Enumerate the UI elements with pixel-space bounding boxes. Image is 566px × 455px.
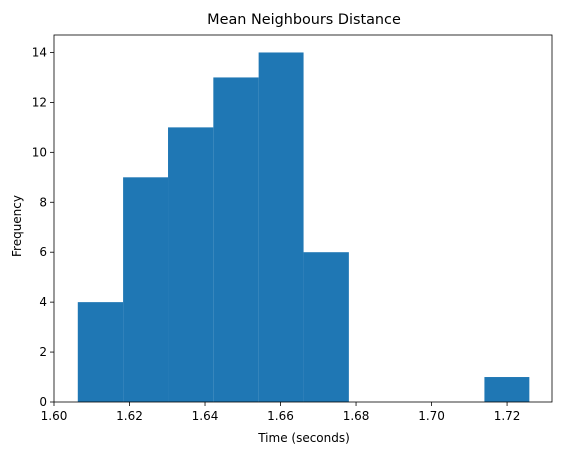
histogram-bar xyxy=(123,177,169,402)
x-tick-label: 1.60 xyxy=(41,409,68,423)
x-axis-label: Time (seconds) xyxy=(257,431,350,445)
y-tick-label: 4 xyxy=(39,295,47,309)
histogram-bar xyxy=(484,377,530,402)
y-tick-label: 12 xyxy=(32,95,47,109)
histogram-bar xyxy=(258,52,304,402)
x-tick-label: 1.64 xyxy=(192,409,219,423)
x-tick-label: 1.68 xyxy=(343,409,370,423)
x-tick-label: 1.62 xyxy=(116,409,143,423)
y-tick-label: 8 xyxy=(39,195,47,209)
y-tick-label: 6 xyxy=(39,245,47,259)
y-axis: 0 2 4 6 8 10 12 14 xyxy=(32,45,54,409)
histogram-bar xyxy=(77,302,124,402)
y-tick-label: 10 xyxy=(32,145,47,159)
x-tick-label: 1.66 xyxy=(267,409,294,423)
x-tick-label: 1.70 xyxy=(418,409,445,423)
bars-group xyxy=(77,52,530,403)
histogram-bar xyxy=(168,127,214,403)
histogram-bar xyxy=(213,77,259,403)
y-tick-label: 14 xyxy=(32,45,47,59)
histogram-bar xyxy=(303,252,349,402)
chart-title: Mean Neighbours Distance xyxy=(207,12,401,28)
x-tick-label: 1.72 xyxy=(494,409,521,423)
y-tick-label: 0 xyxy=(39,395,47,409)
y-tick-label: 2 xyxy=(39,345,47,359)
y-axis-label: Frequency xyxy=(10,195,24,257)
plot-frame xyxy=(53,34,553,403)
x-axis: 1.60 1.62 1.64 1.66 1.68 1.70 1.72 xyxy=(41,402,521,423)
